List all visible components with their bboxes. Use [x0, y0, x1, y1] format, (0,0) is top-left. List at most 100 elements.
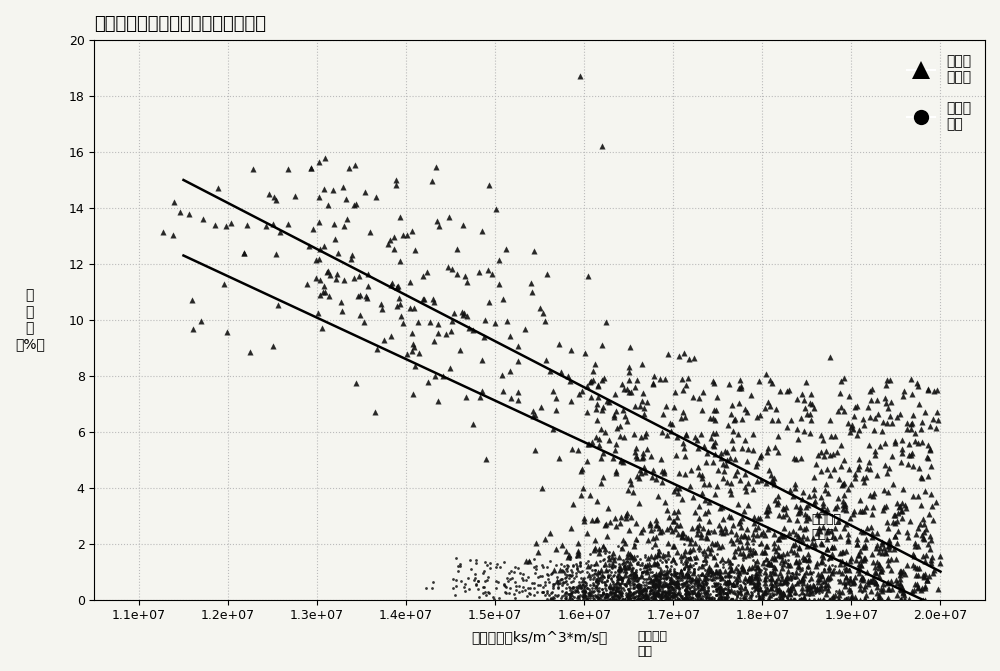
Point — [763, 582, 779, 593]
Point — [698, 580, 714, 590]
Point — [742, 544, 758, 554]
Point — [892, 574, 908, 584]
Point — [571, 389, 587, 400]
Point — [617, 595, 633, 605]
Point — [599, 589, 615, 600]
Point — [272, 227, 288, 238]
Point — [721, 511, 737, 521]
Point — [681, 572, 697, 582]
Point — [856, 584, 872, 595]
Point — [458, 392, 474, 403]
Point — [563, 344, 579, 355]
Point — [597, 580, 613, 590]
Point — [643, 575, 659, 586]
Point — [586, 544, 602, 555]
Point — [907, 435, 923, 446]
Point — [602, 593, 618, 604]
Point — [791, 543, 807, 554]
Point — [610, 592, 626, 603]
Point — [894, 513, 910, 523]
Point — [480, 571, 496, 582]
Point — [586, 585, 602, 596]
Point — [155, 226, 171, 237]
Point — [739, 576, 755, 587]
Point — [841, 565, 857, 576]
Point — [633, 594, 649, 605]
Point — [600, 594, 616, 605]
Point — [745, 529, 761, 539]
Point — [596, 560, 612, 571]
Point — [775, 559, 791, 570]
Point — [678, 570, 694, 580]
Point — [889, 515, 905, 526]
Point — [539, 561, 555, 572]
Point — [888, 574, 904, 585]
Point — [907, 428, 923, 439]
Point — [774, 571, 790, 582]
Point — [612, 430, 628, 441]
Point — [575, 482, 591, 493]
Point — [682, 560, 698, 570]
Point — [543, 587, 559, 598]
Point — [917, 595, 933, 605]
Point — [802, 428, 818, 439]
Point — [645, 464, 661, 475]
Point — [775, 579, 791, 590]
Point — [668, 589, 684, 600]
Point — [564, 595, 580, 605]
Point — [704, 595, 720, 605]
Point — [848, 595, 864, 605]
Point — [617, 558, 633, 569]
Point — [754, 546, 770, 557]
Point — [622, 594, 638, 605]
Point — [766, 529, 782, 539]
Point — [562, 570, 578, 580]
Point — [501, 587, 517, 598]
Point — [658, 580, 674, 590]
Point — [594, 576, 610, 587]
Point — [909, 562, 925, 573]
Point — [708, 572, 724, 583]
Point — [622, 591, 638, 602]
Point — [667, 558, 683, 569]
Point — [646, 593, 662, 604]
Point — [770, 497, 786, 507]
Point — [715, 459, 731, 470]
Point — [780, 560, 796, 571]
Point — [308, 254, 324, 265]
Point — [734, 542, 750, 553]
Point — [544, 568, 560, 578]
Point — [631, 588, 647, 599]
Point — [796, 593, 812, 604]
Point — [625, 580, 641, 590]
Point — [913, 471, 929, 482]
Point — [770, 584, 786, 595]
Point — [595, 448, 611, 458]
Point — [650, 584, 666, 595]
Point — [725, 519, 741, 530]
Point — [719, 592, 735, 603]
Point — [564, 582, 580, 593]
Point — [585, 587, 601, 598]
Point — [537, 533, 553, 544]
Point — [713, 595, 729, 605]
Point — [881, 544, 897, 554]
Point — [783, 571, 799, 582]
Point — [815, 501, 831, 511]
Point — [623, 566, 639, 576]
Point — [660, 587, 676, 598]
Point — [664, 583, 680, 594]
Point — [728, 528, 744, 539]
Point — [740, 444, 756, 455]
Point — [612, 562, 628, 572]
Point — [656, 581, 672, 592]
Point — [678, 586, 694, 597]
Point — [726, 567, 742, 578]
Point — [311, 216, 327, 227]
Point — [645, 580, 661, 591]
Point — [534, 587, 550, 598]
Point — [814, 572, 830, 582]
Point — [671, 584, 687, 595]
Point — [545, 423, 561, 434]
Point — [735, 548, 751, 558]
